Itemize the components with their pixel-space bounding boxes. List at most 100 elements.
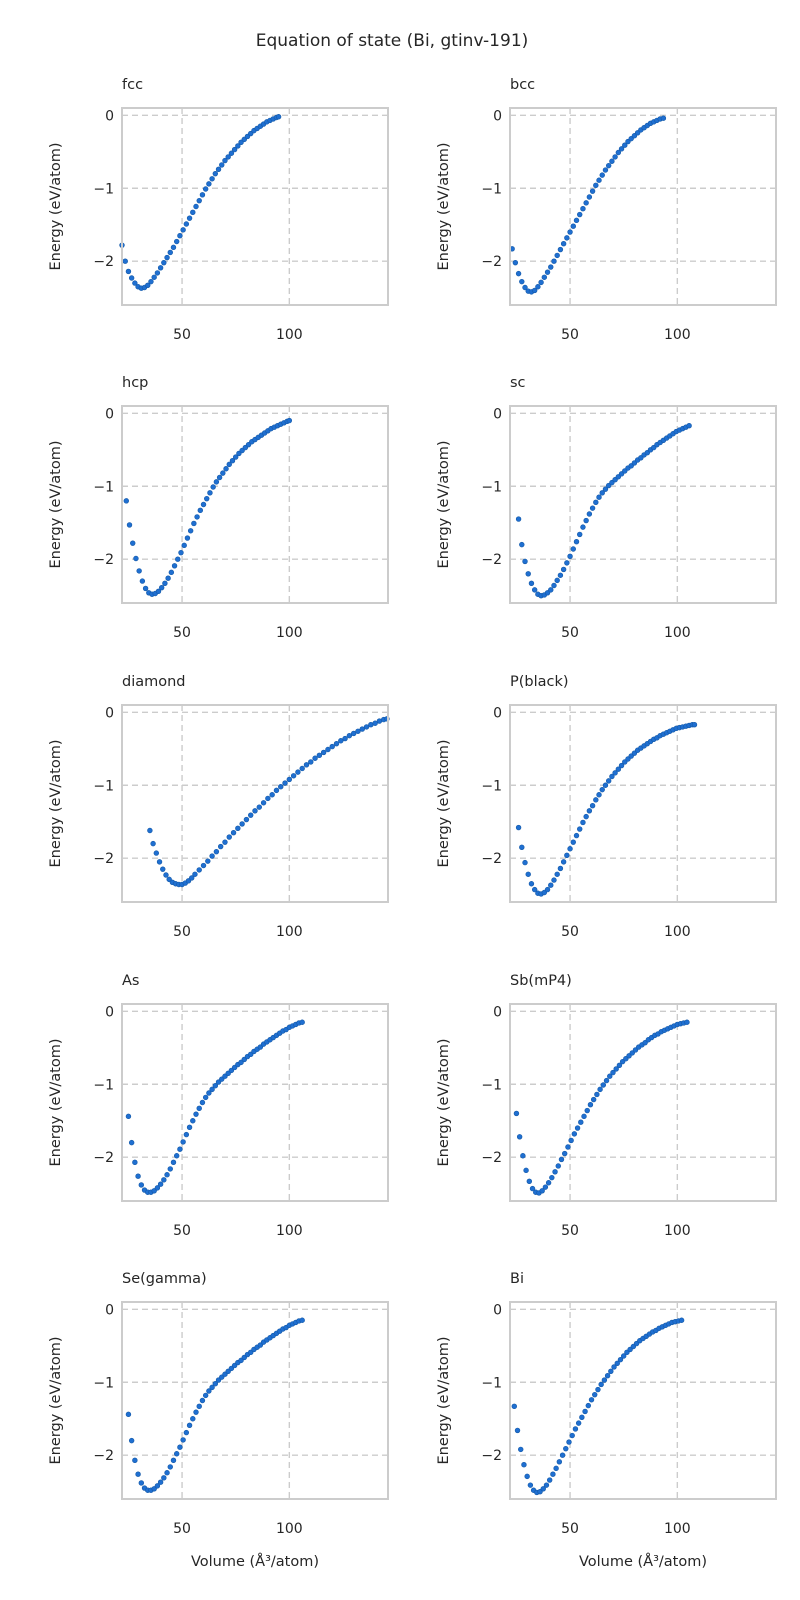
- data-point: [567, 846, 573, 852]
- data-point: [170, 1159, 177, 1166]
- data-point: [228, 150, 235, 156]
- data-point: [575, 1420, 582, 1426]
- y-tick-label: −1: [93, 1375, 114, 1391]
- data-point: [588, 1397, 595, 1403]
- data-point: [199, 1099, 206, 1106]
- data-point: [190, 209, 196, 216]
- data-point: [269, 792, 275, 798]
- data-point: [148, 278, 154, 285]
- data-point: [519, 844, 525, 850]
- data-point: [222, 157, 228, 164]
- data-point: [338, 738, 344, 744]
- data-point: [308, 759, 314, 765]
- axes-frame: [121, 107, 389, 306]
- data-point: [518, 1446, 524, 1453]
- data-point: [541, 274, 548, 280]
- data-point: [235, 825, 241, 832]
- data-point: [522, 284, 528, 291]
- data-point: [192, 871, 198, 877]
- data-point: [260, 800, 267, 806]
- data-point: [162, 580, 168, 586]
- data-point: [171, 563, 178, 569]
- y-tick-label: 0: [493, 108, 502, 124]
- data-point: [609, 158, 615, 164]
- data-point: [512, 259, 519, 266]
- data-point: [235, 143, 241, 149]
- data-point: [564, 560, 570, 566]
- data-point: [596, 177, 602, 183]
- data-point: [209, 176, 215, 182]
- data-point: [608, 1368, 614, 1375]
- data-point: [549, 1174, 555, 1181]
- data-point: [213, 479, 220, 485]
- data-point: [607, 1073, 613, 1079]
- data-point: [614, 1360, 620, 1366]
- data-point: [145, 282, 151, 288]
- data-point: [592, 1391, 598, 1398]
- axes-frame: [509, 1003, 777, 1202]
- data-point: [560, 859, 567, 865]
- data-point: [622, 142, 628, 148]
- data-point: [589, 188, 596, 194]
- data-point: [601, 1377, 608, 1383]
- data-point: [132, 1159, 138, 1166]
- data-point: [520, 1153, 526, 1159]
- data-point: [190, 1118, 196, 1124]
- data-point: [226, 834, 232, 840]
- data-point: [551, 877, 557, 883]
- data-point: [544, 886, 551, 893]
- data-point: [282, 780, 288, 786]
- x-tick-label: 50: [173, 327, 191, 343]
- x-tick-label: 50: [173, 625, 191, 641]
- data-point: [577, 211, 583, 218]
- data-point: [252, 808, 258, 814]
- y-tick-label: −1: [481, 181, 502, 197]
- data-point: [587, 1101, 594, 1108]
- data-point: [273, 787, 280, 794]
- x-tick-label: 100: [276, 327, 303, 343]
- data-point: [147, 827, 153, 834]
- subplot-title: Bi: [510, 1271, 524, 1287]
- data-point: [372, 720, 378, 726]
- data-point: [202, 1392, 209, 1399]
- y-axis-label: Energy (eV/atom): [436, 441, 452, 569]
- data-point: [684, 1019, 690, 1025]
- data-point: [150, 840, 156, 847]
- data-point: [216, 474, 223, 481]
- data-point: [183, 1131, 190, 1138]
- y-tick-label: −2: [481, 254, 502, 270]
- data-point: [548, 882, 554, 888]
- data-point: [210, 484, 216, 490]
- data-point: [167, 249, 173, 256]
- data-point: [548, 587, 554, 593]
- y-tick-label: 0: [105, 1004, 114, 1020]
- data-point: [618, 146, 625, 152]
- data-point: [551, 258, 557, 264]
- data-point: [222, 839, 228, 845]
- data-point: [686, 423, 692, 429]
- subplot-title: fcc: [122, 77, 143, 93]
- data-point: [560, 566, 567, 573]
- data-point: [206, 1388, 212, 1394]
- data-point: [199, 1397, 206, 1404]
- data-point: [165, 575, 171, 581]
- data-point: [202, 186, 209, 192]
- subplot-title: As: [122, 973, 139, 989]
- x-tick-label: 50: [173, 1223, 191, 1239]
- data-point: [531, 886, 538, 893]
- subplot-title: Sb(mP4): [510, 973, 572, 989]
- data-point: [128, 1437, 135, 1444]
- data-point: [194, 514, 200, 520]
- data-point: [578, 1119, 584, 1125]
- x-tick-label: 50: [173, 1521, 191, 1537]
- data-point: [599, 786, 605, 793]
- data-point: [157, 265, 164, 271]
- data-point: [132, 280, 138, 286]
- data-point: [554, 252, 560, 259]
- data-point: [200, 501, 207, 508]
- data-point: [139, 578, 146, 584]
- data-point: [556, 1459, 563, 1465]
- data-point: [618, 762, 625, 769]
- data-point: [167, 1166, 173, 1172]
- subplot-diamond: 50 100 0 −1 −2 diamond Energy (eV/atom): [48, 674, 390, 940]
